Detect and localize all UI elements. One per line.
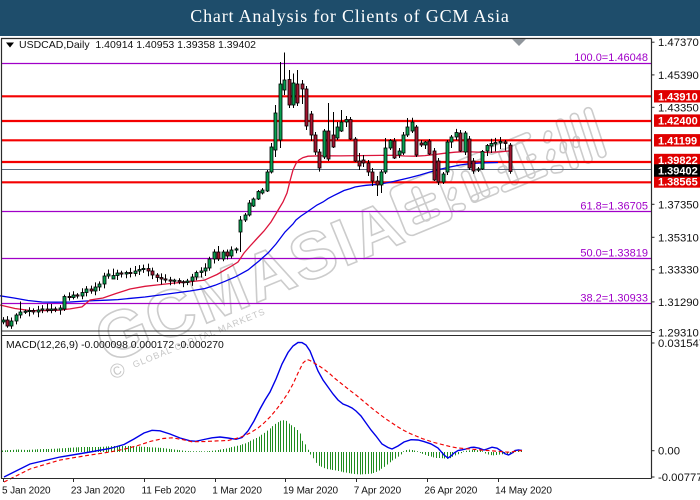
svg-text:61.8=1.36705: 61.8=1.36705 xyxy=(580,200,648,212)
svg-text:0.00: 0.00 xyxy=(658,446,680,458)
svg-text:1.47370: 1.47370 xyxy=(658,37,699,49)
svg-text:50.0=1.33819: 50.0=1.33819 xyxy=(580,247,648,259)
svg-text:19 Mar 2020: 19 Mar 2020 xyxy=(283,486,339,497)
svg-text:-0.007776: -0.007776 xyxy=(658,472,700,484)
svg-text:1.43910: 1.43910 xyxy=(658,91,698,103)
svg-text:7 Apr 2020: 7 Apr 2020 xyxy=(354,486,402,497)
svg-text:1.33330: 1.33330 xyxy=(658,265,699,277)
svg-text:1.41199: 1.41199 xyxy=(658,135,697,147)
svg-text:1.38565: 1.38565 xyxy=(658,177,698,189)
svg-text:1.37350: 1.37350 xyxy=(658,199,699,211)
svg-text:1.45390: 1.45390 xyxy=(658,70,699,82)
svg-text:1 Mar 2020: 1 Mar 2020 xyxy=(212,486,262,497)
svg-text:MACD(12,26,9) -0.000098 0.0001: MACD(12,26,9) -0.000098 0.000172 -0.0002… xyxy=(6,340,224,351)
svg-text:1.42400: 1.42400 xyxy=(658,116,698,128)
svg-text:23 Jan 2020: 23 Jan 2020 xyxy=(71,486,125,497)
svg-text:1.31290: 1.31290 xyxy=(658,297,699,309)
svg-text:14 May 2020: 14 May 2020 xyxy=(495,486,552,497)
svg-text:38.2=1.30933: 38.2=1.30933 xyxy=(580,292,648,304)
svg-text:100.0=1.46048: 100.0=1.46048 xyxy=(574,52,648,64)
svg-text:26 Apr 2020: 26 Apr 2020 xyxy=(424,486,477,497)
svg-text:1.43350: 1.43350 xyxy=(658,102,699,114)
svg-text:1.35310: 1.35310 xyxy=(658,232,699,244)
svg-text:USDCAD,Daily 1.40914 1.40953: USDCAD,Daily 1.40914 1.40953 1.39358 1.3… xyxy=(19,39,256,51)
svg-text:11 Feb 2020: 11 Feb 2020 xyxy=(142,486,197,497)
svg-text:1.39822: 1.39822 xyxy=(658,155,698,167)
svg-text:1.39402: 1.39402 xyxy=(658,166,698,178)
svg-text:0.031547: 0.031547 xyxy=(658,338,700,350)
svg-text:1.29310: 1.29310 xyxy=(658,328,699,340)
svg-text:5 Jan 2020: 5 Jan 2020 xyxy=(2,486,51,497)
